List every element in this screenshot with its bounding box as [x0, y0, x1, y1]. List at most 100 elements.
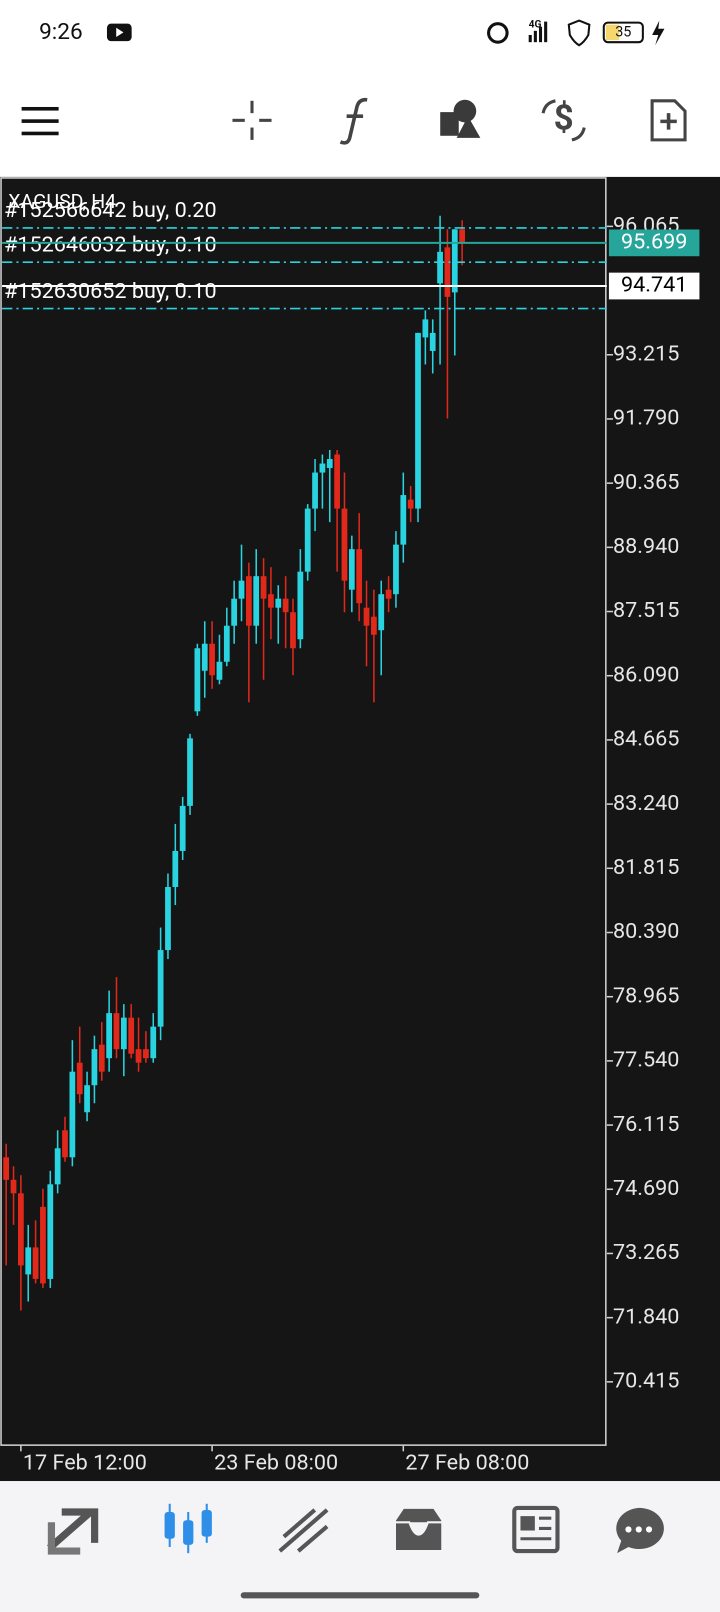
indicators-button[interactable] [339, 97, 368, 145]
candle-body [54, 1148, 61, 1185]
chart-frame [0, 177, 607, 1446]
youtube-play [116, 27, 124, 38]
y-tick-label: 78.965 [613, 983, 679, 1008]
candle-body [143, 1049, 149, 1059]
battery-percent: 35 [615, 24, 631, 41]
candle-body [451, 229, 458, 293]
candle-body [371, 616, 377, 635]
y-tick-label: 91.790 [613, 406, 679, 431]
y-tick-label: 81.815 [613, 855, 679, 880]
candle-body [268, 594, 274, 608]
candle-body [341, 508, 348, 581]
candle-body [282, 598, 289, 613]
crosshair-button[interactable] [232, 100, 272, 140]
order-label: #152646032 buy, 0.10 [4, 232, 217, 257]
candle-body [3, 1157, 10, 1180]
quotes-tab[interactable] [47, 1508, 99, 1555]
y-tick-label: 93.215 [613, 341, 679, 366]
candle-body [187, 738, 193, 806]
bottom-nav [0, 1481, 720, 1612]
y-tick-label: 77.540 [613, 1048, 679, 1073]
candle-body [356, 549, 363, 604]
candle-body [407, 499, 414, 509]
menu-button[interactable] [21, 106, 59, 136]
candle-body [312, 472, 318, 509]
price-label: 94.741 [621, 273, 687, 298]
candle-body [429, 332, 436, 351]
objects-button[interactable] [440, 99, 481, 138]
y-tick-label: 86.090 [613, 662, 679, 687]
candle-body [231, 598, 238, 626]
candle-body [98, 1044, 105, 1072]
new-order-button[interactable] [650, 99, 687, 142]
candle-body [260, 576, 267, 599]
network-type: 4G [529, 17, 542, 30]
chart-tab[interactable] [164, 1503, 212, 1554]
candle-body [459, 229, 466, 243]
chart-background [0, 176, 720, 1482]
y-tick-label: 88.940 [613, 534, 679, 559]
news-tab[interactable] [512, 1505, 560, 1554]
candle-body [304, 508, 311, 572]
candle-body [150, 1026, 157, 1059]
candle-body [437, 251, 443, 284]
messages-tab[interactable] [616, 1507, 664, 1554]
candle-body [415, 332, 421, 509]
candle-body [253, 576, 260, 626]
toolbar: $ [21, 97, 687, 145]
candle-body [363, 607, 370, 626]
price-label-box [608, 229, 700, 257]
candle-body [179, 805, 186, 851]
candle-body [32, 1247, 39, 1279]
trade-button[interactable]: $ [541, 98, 586, 142]
candle-body [326, 459, 333, 469]
candle-body [172, 850, 179, 887]
candle-body [25, 1247, 32, 1275]
y-tick-label: 74.690 [613, 1176, 679, 1201]
candle-body [106, 1013, 113, 1059]
battery-icon [602, 21, 644, 44]
charging-icon [652, 20, 665, 46]
order-label: #152566642 buy, 0.20 [4, 198, 217, 223]
x-tick-label: 27 Feb 08:00 [405, 1450, 529, 1475]
chart-layer: 96.06593.21591.79090.36588.94087.51586.0… [2, 190, 700, 1475]
history-tab[interactable] [393, 1506, 444, 1553]
candle-body [422, 319, 429, 338]
candle-body [17, 1193, 24, 1266]
y-tick-label: 80.390 [613, 919, 679, 944]
candle-body [385, 589, 392, 599]
y-tick-label: 70.415 [613, 1369, 679, 1394]
candle-body [165, 886, 171, 951]
y-tick-label: 87.515 [613, 598, 679, 623]
candle-body [84, 1085, 90, 1113]
x-tick-label: 17 Feb 12:00 [23, 1450, 147, 1475]
candle-body [400, 495, 407, 545]
order-label: #152630652 buy, 0.10 [4, 279, 217, 304]
trade-tab[interactable] [278, 1508, 329, 1553]
candle-body [297, 571, 304, 640]
candle-body [10, 1179, 17, 1194]
candle-body [91, 1049, 98, 1086]
candle-body [319, 463, 326, 473]
candle-body [40, 1206, 46, 1284]
y-tick-label: 71.840 [613, 1304, 679, 1329]
candle-body [128, 1017, 135, 1054]
clock: 9:26 [39, 18, 83, 45]
chart-title: XAGUSD, H4 [8, 190, 116, 213]
candle-body [348, 549, 355, 590]
candle-body [69, 1071, 76, 1158]
candle-body [216, 661, 223, 680]
candle-body [290, 612, 296, 649]
alarm-icon [487, 22, 509, 44]
candle-body [201, 643, 208, 671]
candle-body [334, 454, 340, 509]
price-label-box [608, 272, 700, 300]
candle-body [245, 576, 252, 626]
candle-body [444, 247, 451, 297]
candle-body [393, 544, 399, 595]
candle-body [76, 1062, 83, 1095]
candle-body [275, 598, 282, 608]
candle-body [47, 1184, 54, 1279]
y-tick-label: 73.265 [613, 1240, 679, 1265]
